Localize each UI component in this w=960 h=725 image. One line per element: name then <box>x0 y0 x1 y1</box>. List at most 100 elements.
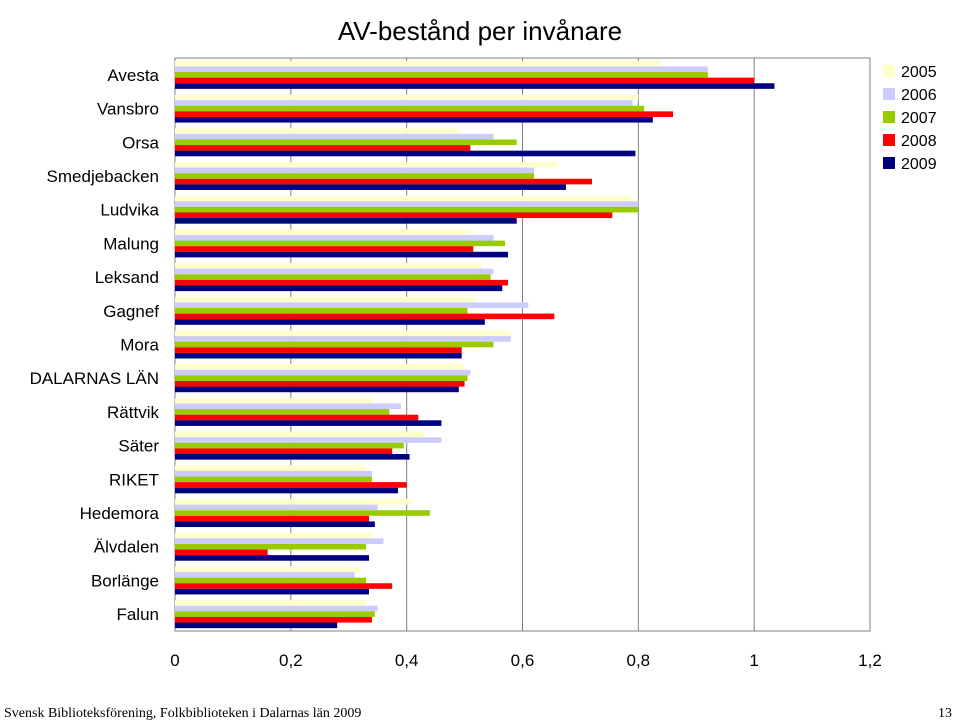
bar <box>175 285 503 292</box>
bar <box>175 240 506 247</box>
bar <box>175 600 367 606</box>
bar <box>175 173 535 179</box>
bar <box>175 409 390 415</box>
category-label: Leksand <box>95 268 159 287</box>
bar <box>175 336 511 342</box>
x-tick-labels: 0 0,2 0,4 0,6 0,8 1 1,2 <box>170 651 882 670</box>
bar <box>175 583 393 589</box>
legend-swatch <box>883 111 895 123</box>
bar <box>175 133 494 140</box>
bar <box>175 128 459 134</box>
bar <box>175 268 494 275</box>
bar <box>175 246 474 252</box>
bar <box>175 347 462 353</box>
bar <box>175 375 468 382</box>
bar <box>175 577 367 584</box>
x-tick-label: 1 <box>749 651 758 670</box>
bar <box>175 476 372 483</box>
bar <box>175 66 708 73</box>
bars <box>175 60 775 629</box>
bar <box>175 605 378 612</box>
bar <box>175 330 511 337</box>
bar <box>175 72 708 78</box>
category-label: Orsa <box>122 133 159 152</box>
bar <box>175 521 375 528</box>
legend-swatch <box>883 65 895 77</box>
legend-label: 2009 <box>901 156 937 173</box>
bar <box>175 184 566 190</box>
bar <box>175 111 674 117</box>
bar <box>175 167 535 174</box>
category-label: Vansbro <box>97 100 159 119</box>
bar <box>175 105 645 112</box>
bar <box>175 397 372 404</box>
bar <box>175 201 639 207</box>
bar <box>175 234 494 241</box>
bar <box>175 448 393 455</box>
category-labels: Avesta Vansbro Orsa Smedjebacken Ludvika Malu… <box>30 66 160 624</box>
category-label: RIKET <box>109 470 159 489</box>
bar <box>175 319 485 325</box>
bar <box>175 352 462 359</box>
category-label: Borlänge <box>91 571 159 590</box>
category-label: Gagnef <box>103 302 159 321</box>
bar <box>175 195 633 202</box>
legend-swatch <box>883 134 895 146</box>
category-label: Smedjebacken <box>47 167 159 186</box>
footer-source: Svensk Biblioteksförening, Folkbibliotek… <box>4 706 362 721</box>
bar <box>175 206 639 213</box>
bar <box>175 403 401 410</box>
bar <box>175 302 529 308</box>
bar <box>175 116 653 123</box>
bar <box>175 555 370 561</box>
bar <box>175 83 775 89</box>
bar <box>175 499 413 505</box>
category-label: Hedemora <box>80 504 160 523</box>
bar <box>175 611 375 617</box>
bar <box>175 150 636 157</box>
bar <box>175 161 558 168</box>
chart-title: AV-bestånd per invånare <box>338 16 622 46</box>
category-label: Säter <box>118 437 159 456</box>
bar <box>175 381 465 387</box>
bar <box>175 263 482 269</box>
bar <box>175 139 517 146</box>
bar <box>175 572 355 578</box>
bar <box>175 515 370 522</box>
bar <box>175 100 633 106</box>
bar <box>175 549 268 556</box>
category-label: Rättvik <box>107 403 159 422</box>
legend: 2005 2006 2007 2008 2009 <box>883 64 937 173</box>
bar <box>175 566 361 573</box>
x-tick-label: 0,2 <box>279 651 303 670</box>
x-tick-label: 0 <box>170 651 179 670</box>
legend-swatch <box>883 88 895 100</box>
bar <box>175 229 471 235</box>
bar <box>175 414 419 421</box>
legend-label: 2008 <box>901 133 937 150</box>
bar <box>175 588 370 595</box>
bar <box>175 431 425 438</box>
bar <box>175 487 398 494</box>
category-label: Falun <box>116 605 159 624</box>
bar <box>175 465 367 471</box>
legend-label: 2005 <box>901 64 937 81</box>
x-tick-label: 1,2 <box>858 651 882 670</box>
bar <box>175 532 372 539</box>
bar <box>175 510 430 516</box>
bar <box>175 470 372 477</box>
bar <box>175 313 555 320</box>
page-number: 13 <box>938 706 952 721</box>
bar <box>175 218 517 224</box>
bar <box>175 543 367 550</box>
chart: AV-bestånd per invånare Avesta Vansbro Ors… <box>30 16 937 670</box>
bar <box>175 364 465 370</box>
bar <box>175 94 639 101</box>
x-tick-label: 0,4 <box>395 651 419 670</box>
legend-swatch <box>883 157 895 169</box>
bar <box>175 622 338 629</box>
bar <box>175 77 755 84</box>
bar <box>175 60 662 67</box>
bar <box>175 538 384 544</box>
bar <box>175 178 592 185</box>
